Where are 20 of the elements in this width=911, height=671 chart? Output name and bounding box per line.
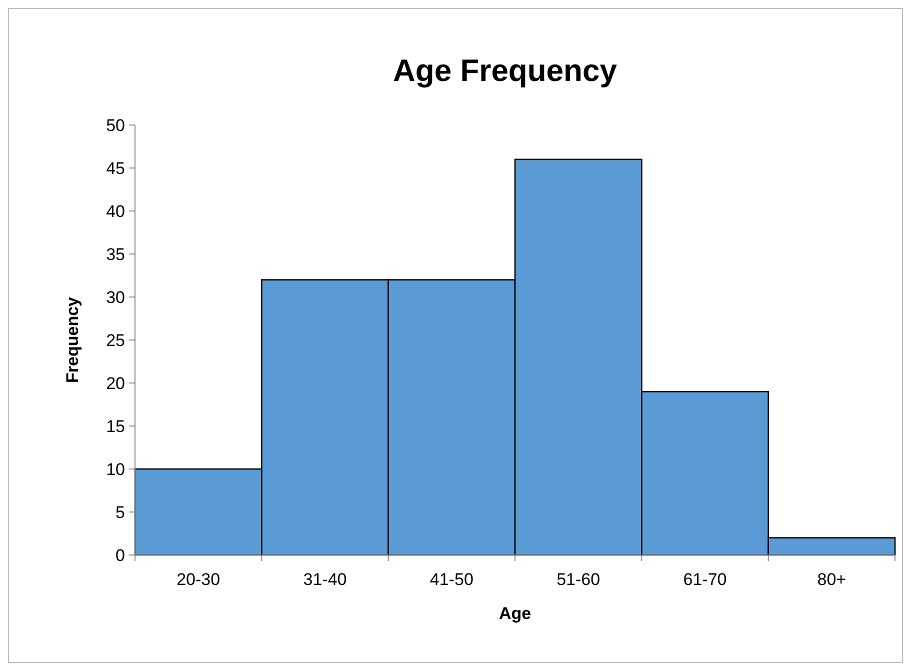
- y-tick-label: 0: [116, 546, 125, 565]
- x-tick-label: 20-30: [176, 570, 220, 589]
- y-tick-label: 35: [106, 244, 125, 264]
- y-tick-label: 45: [106, 158, 125, 178]
- y-tick-label: 10: [106, 460, 125, 479]
- y-axis-title: Frequency: [63, 296, 82, 383]
- y-tick-label: 40: [106, 202, 125, 221]
- y-tick-label: 15: [106, 416, 125, 436]
- y-tick-label: 50: [106, 116, 125, 135]
- y-tick-label: 20: [106, 374, 125, 393]
- x-tick-label: 80+: [817, 570, 846, 589]
- x-tick-label: 51-60: [556, 570, 600, 589]
- x-tick-label: 31-40: [303, 570, 347, 589]
- y-tick-label: 25: [106, 330, 125, 350]
- x-axis-title: Age: [498, 604, 532, 623]
- x-tick-label: 41-50: [430, 570, 474, 589]
- x-tick-label: 61-70: [683, 570, 727, 589]
- y-tick-label: 5: [116, 502, 125, 522]
- chart-title: Age Frequency: [393, 53, 618, 88]
- y-tick-label: 30: [106, 288, 125, 307]
